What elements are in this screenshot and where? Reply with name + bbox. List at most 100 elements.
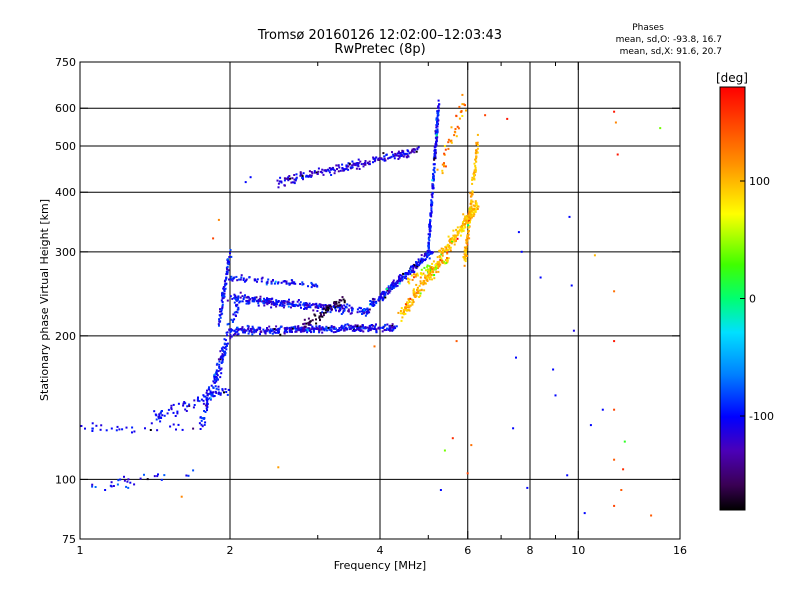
echo-point — [464, 260, 467, 263]
echo-point — [337, 306, 340, 309]
echo-point — [236, 279, 239, 282]
echo-point — [391, 325, 394, 328]
echo-point — [172, 423, 175, 426]
echo-point — [356, 311, 359, 314]
echo-point — [539, 276, 542, 279]
echo-point — [414, 296, 417, 298]
echo-point — [457, 127, 460, 130]
echo-point — [265, 283, 268, 286]
echo-point — [473, 175, 476, 178]
echo-point — [242, 279, 245, 281]
echo-point — [365, 312, 368, 315]
echo-point — [439, 250, 442, 253]
echo-point — [158, 413, 161, 416]
echo-point — [336, 330, 338, 333]
chart-title: Tromsø 20160126 12:02:00–12:03:43 — [257, 28, 502, 43]
echo-point — [287, 302, 290, 305]
echo-point — [471, 182, 474, 185]
echo-point — [357, 165, 360, 168]
echo-point — [443, 165, 445, 168]
echo-point — [355, 162, 358, 165]
echo-point — [338, 304, 341, 307]
echo-point — [219, 310, 222, 313]
echo-point — [430, 201, 433, 204]
echo-point — [153, 475, 156, 478]
echo-point — [467, 231, 470, 234]
echo-point — [437, 265, 440, 268]
echo-point — [313, 171, 316, 174]
echo-point — [411, 150, 413, 152]
echo-point — [390, 155, 393, 158]
echo-point — [346, 323, 349, 326]
echo-point — [264, 299, 267, 302]
echo-point — [235, 328, 238, 331]
echo-point — [432, 175, 435, 178]
echo-point — [435, 141, 437, 144]
echo-point — [434, 267, 437, 270]
echo-point — [234, 298, 237, 300]
echo-point — [227, 263, 230, 266]
echo-point — [219, 376, 222, 379]
echo-point — [404, 152, 407, 155]
echo-point — [468, 209, 471, 212]
echo-point — [399, 274, 402, 277]
echo-point — [116, 425, 119, 428]
echo-point — [413, 276, 415, 279]
echo-point — [439, 258, 442, 261]
echo-point — [426, 276, 429, 279]
echo-point — [285, 177, 288, 180]
echo-point — [358, 328, 361, 331]
echo-point — [256, 278, 259, 281]
echo-point — [332, 305, 335, 308]
echo-point — [320, 306, 322, 308]
echo-point — [118, 428, 121, 431]
echo-point — [467, 224, 470, 227]
echo-point — [225, 348, 228, 351]
echo-point — [266, 302, 269, 305]
echo-point — [304, 328, 307, 331]
echo-point — [225, 276, 228, 279]
echo-point — [340, 299, 343, 302]
echo-point — [273, 330, 276, 333]
echo-point — [287, 305, 290, 308]
echo-point — [383, 155, 386, 158]
echo-point — [589, 424, 592, 427]
echo-point — [307, 317, 310, 320]
echo-point — [445, 262, 448, 265]
echo-point — [414, 265, 417, 268]
echo-point — [368, 163, 371, 166]
echo-point — [297, 304, 299, 307]
echo-point — [471, 191, 474, 193]
echo-point — [361, 325, 364, 328]
echo-point — [418, 259, 420, 262]
echo-point — [397, 311, 400, 314]
echo-point — [305, 304, 308, 307]
echo-point — [438, 255, 441, 257]
echo-point — [262, 302, 265, 305]
echo-point — [224, 345, 227, 348]
echo-point — [464, 251, 467, 254]
echo-point — [354, 325, 357, 328]
echo-point — [348, 162, 351, 165]
echo-point — [288, 326, 291, 329]
echo-point — [399, 280, 402, 283]
echo-point — [216, 378, 219, 381]
echo-point — [462, 229, 465, 232]
echo-point — [299, 328, 302, 331]
echo-point — [277, 182, 280, 185]
echo-point — [433, 171, 436, 174]
echo-point — [334, 169, 337, 172]
echo-point — [311, 325, 314, 328]
echo-point — [391, 151, 393, 154]
echo-point — [329, 311, 332, 314]
echo-point — [243, 328, 246, 331]
echo-point — [423, 266, 426, 269]
echo-point — [659, 127, 662, 130]
echo-point — [409, 268, 412, 270]
echo-point — [359, 160, 362, 163]
echo-point — [375, 328, 378, 331]
echo-point — [410, 298, 413, 301]
echo-point — [343, 325, 346, 328]
echo-point — [279, 304, 281, 307]
echo-point — [471, 193, 474, 196]
